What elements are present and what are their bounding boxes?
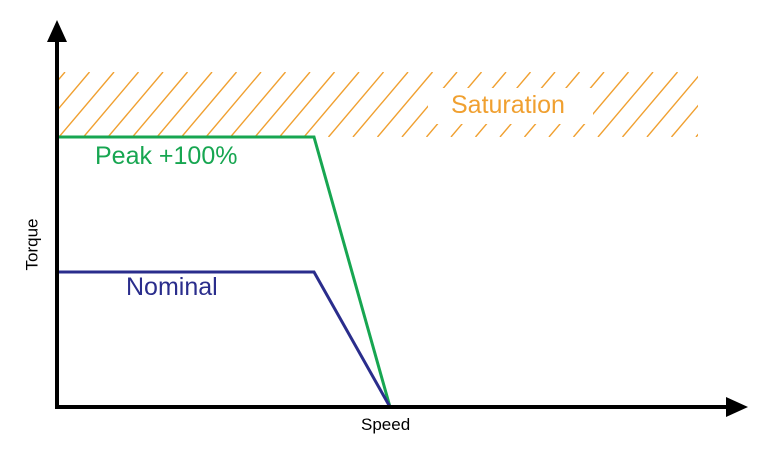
- hatch-line: [523, 72, 581, 137]
- hatch-line: [597, 72, 654, 137]
- hatch-line: [229, 72, 287, 137]
- x-axis-label: Speed: [361, 415, 411, 434]
- hatch-line: [721, 72, 770, 137]
- hatch-line: [670, 104, 698, 137]
- hatch-line: [303, 72, 360, 137]
- hatch-line: [646, 75, 698, 137]
- hatch-line: [548, 72, 605, 137]
- hatch-line: [156, 72, 213, 137]
- hatch-line: [474, 72, 532, 137]
- hatch-line: [401, 72, 458, 137]
- y-axis-arrow: [47, 20, 67, 42]
- hatch-line: [376, 72, 434, 137]
- x-axis-arrow: [726, 397, 748, 417]
- saturation-label: Saturation: [451, 91, 565, 119]
- hatch-line: [695, 133, 698, 137]
- hatch-line: [205, 72, 262, 137]
- hatch-line: [107, 72, 164, 137]
- saturation-hatch: [57, 72, 770, 137]
- hatch-line: [327, 72, 385, 137]
- hatch-line: [278, 72, 336, 137]
- y-axis-label: Torque: [22, 218, 42, 271]
- hatch-line: [572, 72, 630, 137]
- hatch-line: [425, 72, 483, 137]
- nominal-curve: [57, 270, 392, 408]
- hatch-line: [621, 72, 679, 137]
- hatch-line: [352, 72, 409, 137]
- hatch-line: [450, 72, 507, 137]
- hatch-line: [82, 72, 140, 137]
- hatch-line: [180, 72, 238, 137]
- hatch-line: [58, 72, 115, 137]
- hatch-line: [57, 72, 91, 112]
- hatch-line: [131, 72, 189, 137]
- hatch-line: [499, 72, 556, 137]
- peak-label: Peak +100%: [95, 142, 238, 170]
- peak-curve: [57, 135, 392, 408]
- hatch-line: [745, 72, 770, 137]
- hatch-line: [254, 72, 311, 137]
- nominal-label: Nominal: [126, 273, 218, 301]
